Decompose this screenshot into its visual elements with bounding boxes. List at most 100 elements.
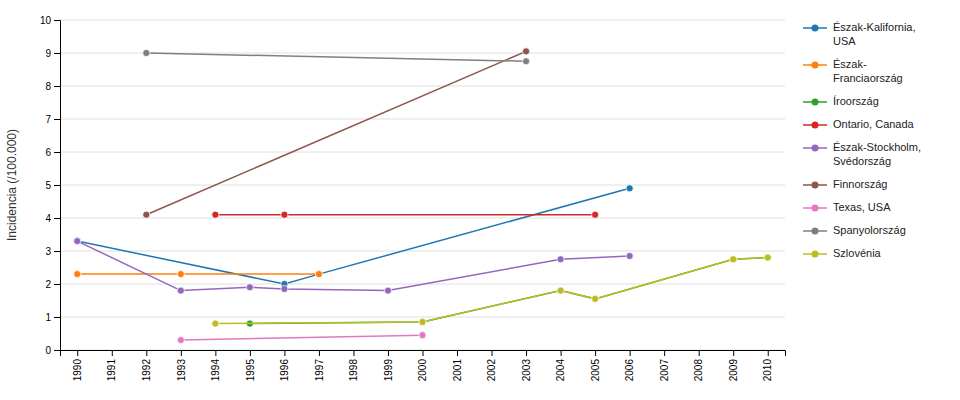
legend-label-line: Spanyolország: [833, 224, 906, 236]
tick-mark: [112, 350, 113, 356]
legend-label: Szlovénia: [833, 247, 882, 259]
legend-item: Spanyolország: [803, 224, 906, 236]
y-tick-label: 6: [45, 147, 51, 158]
y-tick: 4: [45, 213, 60, 224]
x-tick: 1993: [176, 350, 187, 381]
marker: [74, 238, 81, 245]
marker: [384, 287, 391, 294]
marker: [523, 58, 530, 65]
tick-mark: [146, 350, 147, 356]
tick-mark: [54, 53, 60, 54]
x-tick: 2000: [417, 350, 428, 381]
legend-label: Spanyolország: [833, 224, 906, 236]
chart-svg: 1990199119921993199419951996199719981999…: [0, 0, 960, 400]
y-tick: 6: [45, 147, 60, 158]
grid-line: [60, 251, 785, 252]
x-tick: 1991: [106, 350, 117, 381]
y-tick: 7: [45, 114, 60, 125]
x-tick-label: 1990: [72, 359, 83, 382]
y-tick: 1: [45, 312, 60, 323]
x-tick-label: 1993: [176, 359, 187, 382]
x-tick-label: 2010: [762, 359, 773, 382]
x-tick: 2006: [624, 350, 635, 381]
axis-line: [54, 21, 61, 351]
x-tick-label: 2004: [555, 359, 566, 382]
grid-line: [60, 317, 785, 318]
legend-label: Ontario, Canada: [833, 118, 915, 130]
legend-label-line: Finnország: [833, 178, 887, 190]
series-markers: [212, 254, 772, 327]
marker: [592, 211, 599, 218]
legend-item: Szlovénia: [803, 247, 882, 259]
grid-line: [60, 152, 785, 153]
tick-mark: [595, 350, 596, 356]
legend-label-line: Észak-Kalifornia,: [833, 21, 916, 33]
marker: [281, 211, 288, 218]
x-tick: 2003: [521, 350, 532, 381]
tick-mark: [457, 350, 458, 356]
legend-label: Észak-Franciaország: [833, 58, 903, 84]
legend-label-line: USA: [833, 35, 856, 47]
y-tick-label: 1: [45, 312, 51, 323]
marker: [557, 256, 564, 263]
x-tick-label: 2005: [590, 359, 601, 382]
chart-container: 1990199119921993199419951996199719981999…: [0, 0, 960, 400]
y-tick-label: 2: [45, 279, 51, 290]
x-tick-label: 2007: [659, 359, 670, 382]
y-tick-label: 10: [40, 15, 52, 26]
y-axis: 012345678910: [40, 15, 61, 356]
x-tick: 1994: [210, 350, 221, 381]
grid-line: [60, 119, 785, 120]
legend-item: Texas, USA: [803, 201, 891, 213]
x-tick-label: 2000: [417, 359, 428, 382]
series-markers: [143, 49, 530, 64]
marker: [419, 318, 426, 325]
x-tick-label: 1995: [245, 359, 256, 382]
x-tick: 2009: [728, 350, 739, 381]
x-tick-label: 2001: [452, 359, 463, 382]
legend-swatch-marker: [812, 99, 819, 106]
legend-label: Észak-Stockholm,Svédország: [833, 141, 921, 167]
x-tick: 2008: [693, 350, 704, 381]
marker: [281, 285, 288, 292]
x-tick-label: 2003: [521, 359, 532, 382]
marker: [315, 271, 322, 278]
marker: [74, 271, 81, 278]
y-grid: [60, 20, 785, 350]
data-marks: [74, 48, 772, 344]
x-tick: 1999: [383, 350, 394, 381]
legend-swatch-marker: [812, 145, 819, 152]
x-tick-label: 2008: [693, 359, 704, 382]
grid-line: [60, 218, 785, 219]
tick-mark: [54, 152, 60, 153]
tick-mark: [699, 350, 700, 356]
legend-label-line: Franciaország: [833, 72, 903, 84]
tick-mark: [54, 218, 60, 219]
legend-swatch-marker: [812, 228, 819, 235]
series-markers: [212, 211, 599, 218]
legend-label-line: Texas, USA: [833, 201, 891, 213]
series-markers: [246, 254, 771, 327]
legend-label-line: Észak-Stockholm,: [833, 141, 921, 153]
marker: [143, 49, 150, 56]
legend-label: Finnország: [833, 178, 887, 190]
tick-mark: [181, 350, 182, 356]
tick-mark: [250, 350, 251, 356]
tick-mark: [353, 350, 354, 356]
y-tick: 0: [45, 345, 60, 356]
marker: [557, 287, 564, 294]
y-tick: 8: [45, 81, 60, 92]
marker: [74, 238, 81, 245]
marker: [212, 211, 219, 218]
legend-label: Észak-Kalifornia, USA: [833, 21, 916, 47]
y-tick-label: 8: [45, 81, 51, 92]
legend-swatch-marker: [812, 205, 819, 212]
tick-mark: [54, 185, 60, 186]
marker: [177, 271, 184, 278]
tick-mark: [54, 86, 60, 87]
y-tick: 10: [40, 15, 60, 26]
marker: [246, 284, 253, 291]
y-axis-title: Incidencia (/100.000): [5, 129, 19, 241]
marker: [177, 337, 184, 344]
legend-item: Észak-Kalifornia, USA: [803, 21, 916, 47]
